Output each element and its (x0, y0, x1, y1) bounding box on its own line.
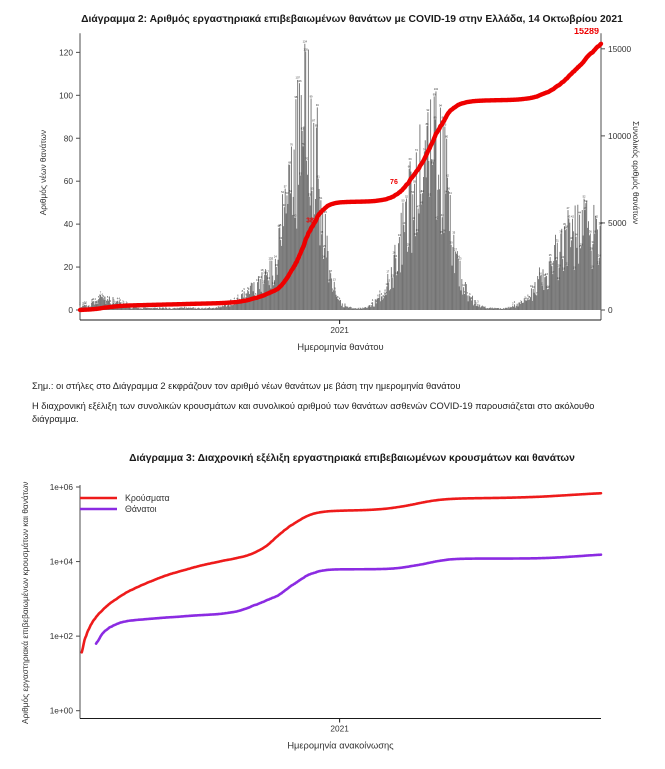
svg-text:52: 52 (583, 194, 586, 198)
svg-text:76: 76 (290, 142, 293, 146)
svg-text:3: 3 (514, 300, 516, 304)
svg-text:17: 17 (329, 269, 332, 273)
svg-text:23: 23 (459, 257, 462, 261)
svg-text:29: 29 (323, 244, 326, 248)
svg-text:48: 48 (283, 203, 286, 207)
svg-text:38: 38 (306, 217, 314, 224)
svg-text:44: 44 (578, 211, 581, 215)
svg-text:54: 54 (449, 191, 452, 195)
svg-text:80: 80 (445, 134, 448, 138)
svg-text:35: 35 (452, 231, 455, 235)
svg-text:Ημερομηνία ανακοίνωσης: Ημερομηνία ανακοίνωσης (287, 741, 394, 751)
svg-text:86: 86 (426, 122, 429, 126)
svg-text:5000: 5000 (608, 218, 627, 228)
svg-text:15289: 15289 (574, 28, 599, 36)
svg-text:35: 35 (320, 230, 323, 234)
svg-text:50: 50 (402, 198, 405, 202)
svg-text:27: 27 (454, 247, 457, 251)
svg-text:17: 17 (266, 269, 269, 273)
svg-text:61: 61 (317, 174, 320, 178)
svg-text:9: 9 (243, 287, 245, 291)
svg-text:9: 9 (248, 287, 250, 291)
svg-text:1e+02: 1e+02 (50, 631, 74, 641)
svg-text:80: 80 (64, 133, 74, 143)
svg-text:42: 42 (571, 215, 574, 219)
svg-text:17: 17 (386, 270, 389, 274)
svg-text:43: 43 (441, 213, 444, 217)
svg-text:43: 43 (294, 214, 297, 218)
svg-text:100: 100 (59, 90, 73, 100)
svg-text:Θάνατοι: Θάνατοι (125, 504, 157, 514)
svg-text:Κρούσματα: Κρούσματα (125, 493, 170, 503)
svg-text:5: 5 (107, 295, 109, 299)
svg-text:73: 73 (415, 148, 418, 152)
svg-text:56: 56 (447, 186, 450, 190)
svg-text:23: 23 (555, 256, 558, 260)
svg-text:94: 94 (316, 103, 319, 107)
svg-text:38: 38 (278, 223, 281, 227)
svg-text:4: 4 (339, 296, 341, 300)
svg-text:47: 47 (567, 206, 570, 210)
svg-text:87: 87 (312, 119, 315, 123)
svg-text:36: 36 (559, 229, 562, 233)
svg-text:6: 6 (237, 293, 239, 297)
svg-text:40: 40 (64, 219, 74, 229)
svg-text:69: 69 (409, 157, 412, 161)
svg-text:60: 60 (64, 176, 74, 186)
svg-text:50: 50 (584, 199, 587, 203)
svg-text:30: 30 (450, 241, 453, 245)
svg-text:0: 0 (608, 305, 613, 315)
svg-text:10000: 10000 (608, 131, 631, 141)
svg-text:2021: 2021 (330, 325, 349, 335)
svg-text:31: 31 (556, 238, 559, 242)
svg-text:106: 106 (297, 79, 302, 83)
svg-text:25: 25 (549, 253, 552, 257)
svg-text:2: 2 (86, 301, 88, 305)
svg-text:2021: 2021 (330, 724, 349, 734)
svg-text:24: 24 (394, 254, 397, 258)
svg-text:85: 85 (315, 123, 318, 127)
svg-text:66: 66 (408, 165, 411, 169)
svg-text:Συνολικός αριθμός θανάτων: Συνολικός αριθμός θανάτων (631, 121, 641, 224)
svg-text:0: 0 (68, 305, 73, 315)
svg-text:51: 51 (319, 196, 322, 200)
svg-text:57: 57 (284, 184, 287, 188)
svg-text:3: 3 (110, 299, 112, 303)
svg-text:4: 4 (372, 298, 374, 302)
svg-text:36: 36 (589, 229, 592, 233)
svg-text:42: 42 (412, 216, 415, 220)
svg-text:Αριθμός νέων θανάτων: Αριθμός νέων θανάτων (38, 130, 48, 215)
svg-text:92: 92 (426, 108, 429, 112)
svg-text:120: 120 (304, 47, 309, 51)
svg-text:6: 6 (377, 294, 379, 298)
svg-text:1e+04: 1e+04 (50, 557, 74, 567)
svg-text:15000: 15000 (608, 44, 631, 54)
svg-text:120: 120 (59, 47, 73, 57)
svg-text:Ημερομηνία θανάτου: Ημερομηνία θανάτου (297, 342, 383, 352)
svg-text:24: 24 (274, 255, 277, 259)
svg-text:102: 102 (434, 87, 439, 91)
svg-text:42: 42 (595, 215, 598, 219)
svg-text:76: 76 (390, 179, 398, 186)
svg-text:20: 20 (64, 262, 74, 272)
svg-text:Αριθμός εργαστηριακά επιβεβαιω: Αριθμός εργαστηριακά επιβεβαιωμένων κρου… (20, 482, 30, 724)
svg-text:52: 52 (405, 194, 408, 198)
svg-text:99: 99 (310, 94, 313, 98)
svg-text:94: 94 (439, 103, 442, 107)
svg-text:13: 13 (387, 278, 390, 282)
svg-text:1e+00: 1e+00 (50, 706, 74, 716)
svg-text:54: 54 (289, 189, 292, 193)
svg-text:11: 11 (541, 281, 544, 285)
svg-text:16: 16 (545, 272, 548, 276)
svg-text:16: 16 (539, 271, 542, 275)
svg-text:89: 89 (434, 115, 437, 119)
svg-text:6: 6 (469, 292, 471, 296)
svg-text:62: 62 (446, 174, 449, 178)
svg-text:9: 9 (334, 286, 336, 290)
svg-text:3: 3 (477, 300, 479, 304)
svg-text:124: 124 (303, 40, 308, 44)
svg-text:1e+06: 1e+06 (50, 482, 74, 492)
svg-text:54: 54 (281, 190, 284, 194)
svg-text:13: 13 (333, 278, 336, 282)
